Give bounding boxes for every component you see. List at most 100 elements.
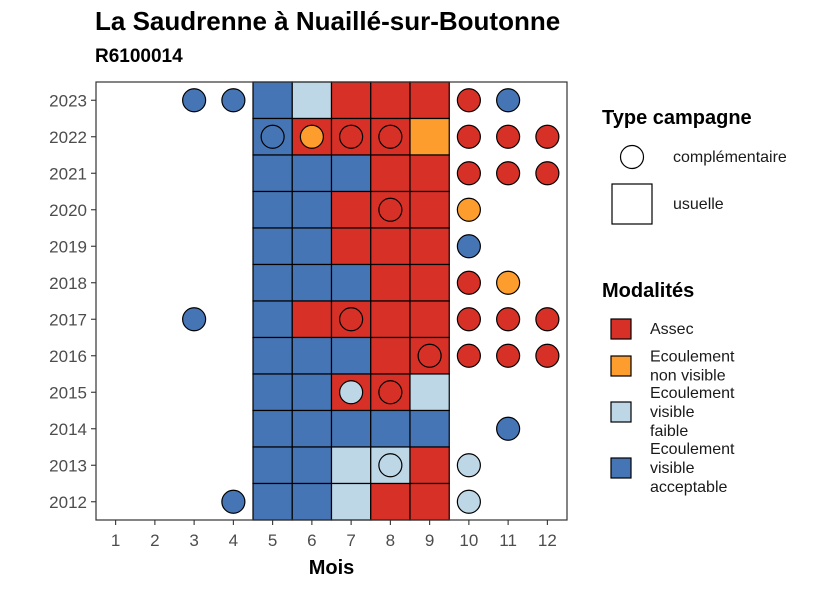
point-2022-5 — [260, 124, 285, 149]
tile-2017-8 — [370, 300, 411, 339]
point-2022-10 — [456, 124, 481, 149]
y-tick-label-2017: 2017 — [49, 310, 87, 329]
y-tick-label-2020: 2020 — [49, 201, 87, 220]
point-layer — [182, 88, 560, 514]
legend-label-complementaire: complémentaire — [673, 149, 787, 166]
tile-2021-6 — [291, 154, 333, 193]
point-2021-11 — [496, 161, 521, 186]
x-tick-label-8: 8 — [386, 531, 395, 550]
legend-label-assec: Assec — [650, 321, 694, 338]
x-tick-label-6: 6 — [307, 531, 316, 550]
x-tick-label-3: 3 — [189, 531, 198, 550]
tile-2016-7 — [330, 336, 372, 375]
tile-2018-9 — [409, 263, 450, 302]
x-tick-label-4: 4 — [229, 531, 238, 550]
tile-2022-9 — [409, 117, 450, 156]
tile-2015-6 — [291, 373, 333, 412]
x-tick-label-12: 12 — [538, 531, 557, 550]
tile-2013-9 — [409, 446, 450, 485]
tile-2012-6 — [291, 482, 333, 521]
point-2017-7 — [339, 307, 364, 332]
legend-key-ecoulement-visible-acceptable — [610, 457, 632, 479]
tile-2021-8 — [370, 154, 411, 193]
point-2012-10 — [456, 489, 481, 514]
tile-2018-7 — [330, 263, 372, 302]
tile-2019-9 — [409, 227, 450, 266]
plot-panel-border — [95, 81, 568, 521]
tile-2018-5 — [252, 263, 293, 302]
tile-2018-6 — [291, 263, 333, 302]
point-2018-10 — [456, 270, 481, 295]
legend-key-ecoulement-non-visible — [610, 355, 632, 377]
x-tick-label-1: 1 — [111, 531, 120, 550]
tile-2023-6 — [291, 81, 333, 120]
y-tick-label-2019: 2019 — [49, 237, 87, 256]
y-tick-label-2022: 2022 — [49, 128, 87, 147]
point-2016-12 — [535, 343, 560, 368]
legend-key-ecoulement-visible-faible — [610, 401, 632, 423]
point-2016-11 — [496, 343, 521, 368]
tile-2019-6 — [291, 227, 333, 266]
legend-title-type-campagne: Type campagne — [602, 107, 752, 129]
tile-2012-5 — [252, 482, 293, 521]
legend-key-complementaire — [619, 144, 645, 170]
tile-2013-7 — [330, 446, 372, 485]
y-tick-label-2023: 2023 — [49, 91, 87, 110]
point-2021-12 — [535, 161, 560, 186]
legend-type-campagne: Type campagne complémentaire usuelle — [602, 107, 787, 225]
point-2017-3 — [182, 307, 207, 332]
tile-2016-8 — [370, 336, 411, 375]
point-2012-4 — [221, 489, 246, 514]
x-axis: 1 2 3 4 5 6 7 8 9 10 11 12 — [111, 520, 557, 550]
point-2014-11 — [496, 416, 521, 441]
tile-2015-5 — [252, 373, 293, 412]
tile-2021-5 — [252, 154, 293, 193]
y-tick-label-2012: 2012 — [49, 493, 87, 512]
y-tick-label-2015: 2015 — [49, 383, 87, 402]
tile-layer — [252, 81, 450, 521]
point-2023-10 — [456, 88, 481, 113]
tile-2012-9 — [409, 482, 450, 521]
tile-2023-8 — [370, 81, 411, 120]
x-tick-label-2: 2 — [150, 531, 159, 550]
tile-2013-5 — [252, 446, 293, 485]
tile-2019-8 — [370, 227, 411, 266]
x-tick-label-11: 11 — [499, 531, 517, 550]
tile-2021-7 — [330, 154, 372, 193]
point-2013-8 — [378, 453, 403, 478]
point-2018-11 — [496, 270, 521, 295]
y-tick-label-2016: 2016 — [49, 347, 87, 366]
tile-2014-8 — [370, 409, 411, 448]
point-2021-10 — [456, 161, 481, 186]
tile-2017-9 — [409, 300, 450, 339]
legend-key-usuelle — [611, 183, 653, 225]
chart-subtitle: R6100014 — [95, 46, 183, 67]
tile-2014-7 — [330, 409, 372, 448]
legend-label-ecoulement-non-visible: Ecoulement non visible — [650, 349, 735, 385]
tile-2020-6 — [291, 190, 333, 229]
tile-2015-9 — [409, 373, 450, 412]
point-2022-8 — [378, 124, 403, 149]
y-tick-label-2018: 2018 — [49, 274, 87, 293]
x-tick-label-5: 5 — [268, 531, 277, 550]
tile-2017-5 — [252, 300, 293, 339]
y-axis: 2012 2013 2014 2015 2016 2017 2018 2019 2020 2021… — [49, 91, 96, 512]
legend-label-ecoulement-visible-acceptable: Ecoulement visible acceptable — [650, 441, 735, 496]
tile-2019-5 — [252, 227, 293, 266]
tile-2023-9 — [409, 81, 450, 120]
point-2016-9 — [417, 343, 442, 368]
tile-2013-6 — [291, 446, 333, 485]
tile-2020-7 — [330, 190, 372, 229]
point-2015-8 — [378, 380, 403, 405]
tile-2012-8 — [370, 482, 411, 521]
tile-2020-9 — [409, 190, 450, 229]
tile-2023-5 — [252, 81, 293, 120]
point-2016-10 — [456, 343, 481, 368]
legend-key-assec — [610, 318, 632, 340]
tile-2020-5 — [252, 190, 293, 229]
point-2022-12 — [535, 124, 560, 149]
legend-title-modalites: Modalités — [602, 280, 694, 302]
point-2023-3 — [182, 88, 207, 113]
tile-2016-6 — [291, 336, 333, 375]
